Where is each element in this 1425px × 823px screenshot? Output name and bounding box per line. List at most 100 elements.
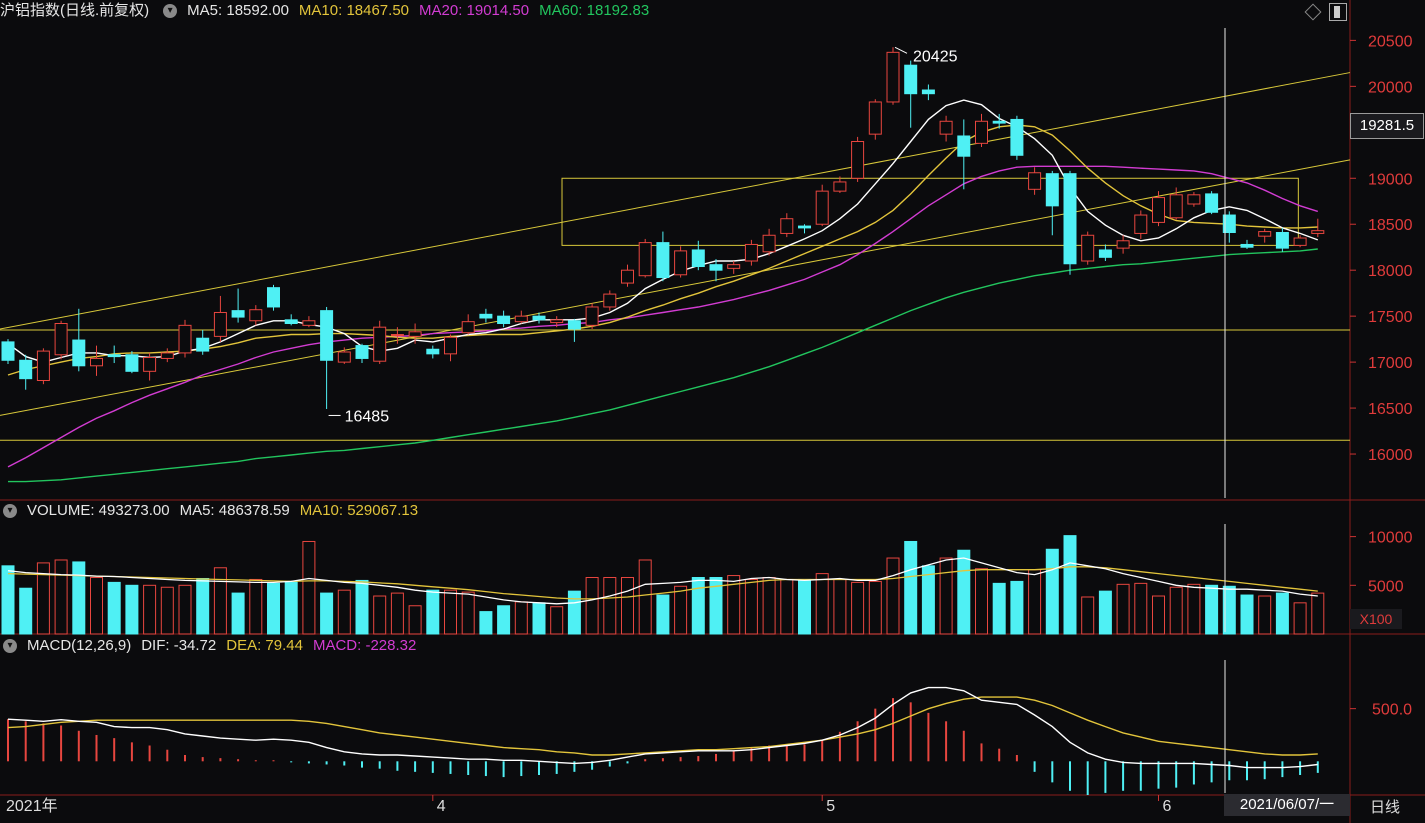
candle-body	[1010, 118, 1024, 156]
panel-toggle-icon[interactable]	[1329, 3, 1347, 21]
x-axis-label: 4	[437, 798, 446, 815]
volume-bar	[886, 557, 900, 635]
candle-body	[54, 323, 68, 356]
volume-bar	[674, 585, 688, 635]
volume-bar	[744, 578, 758, 635]
candle-body	[1293, 237, 1307, 246]
ma60-line	[8, 248, 1318, 483]
volume-bar	[90, 577, 103, 635]
candle-body	[1028, 172, 1042, 190]
candle-body	[638, 242, 652, 277]
candle-body	[1258, 231, 1272, 237]
volume-bar	[567, 590, 581, 635]
macd-tick-label: 500.0	[1372, 702, 1412, 719]
candle-body	[744, 243, 758, 262]
candle-body	[585, 306, 599, 326]
candle-body	[815, 190, 829, 225]
candle-body	[1311, 230, 1325, 234]
volume-bar	[1081, 596, 1095, 635]
candle-body	[355, 345, 369, 359]
macd-title: MACD(12,26,9)	[27, 637, 132, 654]
diamond-icon[interactable]	[1304, 3, 1322, 21]
volume-bar	[957, 549, 971, 635]
volume-bar	[514, 601, 528, 635]
candle-body	[550, 319, 564, 324]
volume-ma10-value: MA10: 529067.13	[299, 502, 419, 519]
volume-bar	[1063, 535, 1077, 635]
volume-bar	[1205, 584, 1219, 635]
candle-body	[567, 320, 581, 330]
volume-bar	[355, 579, 369, 635]
chevron-down-icon[interactable]: ▾	[163, 4, 178, 19]
candle-body	[72, 339, 86, 367]
ma5-value: MA5: 18592.00	[187, 2, 289, 19]
volume-bar	[603, 577, 617, 635]
volume-bar	[1, 565, 15, 635]
dea-value: DEA: 79.44	[226, 637, 303, 654]
candle-body	[762, 234, 776, 253]
volume-bar	[656, 594, 670, 635]
volume-bar	[267, 582, 280, 635]
chevron-down-icon[interactable]: ▾	[3, 504, 17, 519]
candle-body	[780, 218, 794, 234]
candle-body	[90, 357, 103, 367]
price-tick-label: 18000	[1368, 263, 1413, 280]
chevron-down-icon[interactable]: ▾	[3, 639, 17, 654]
candle-body	[656, 242, 670, 279]
volume-bar	[284, 580, 298, 635]
volume-tick-label: 5000	[1368, 578, 1404, 595]
candle-body	[851, 141, 865, 179]
consolidation-box	[561, 177, 1299, 246]
candle-body	[939, 120, 953, 135]
candle-body	[1222, 214, 1236, 234]
volume-bar	[638, 559, 652, 635]
candle-body	[373, 326, 387, 362]
volume-bar	[1010, 580, 1024, 635]
candle-body	[833, 181, 847, 192]
candle-body	[461, 321, 475, 334]
volume-bar	[621, 577, 634, 635]
candle-body	[1, 341, 15, 361]
volume-bar	[1311, 592, 1325, 635]
candle-body	[1134, 214, 1148, 234]
candle-body	[178, 324, 192, 354]
volume-bar	[107, 581, 121, 635]
ma5-line	[7, 99, 1319, 363]
candle-body	[1187, 194, 1201, 205]
high-annotation: 20425	[913, 48, 958, 65]
candle-body	[284, 319, 298, 325]
current-price-label: 19281.5	[1350, 113, 1424, 139]
volume-bar	[497, 605, 511, 635]
volume-bar	[975, 568, 988, 635]
candle-body	[196, 337, 210, 352]
low-annotation: 16485	[345, 408, 390, 425]
volume-bar	[1134, 582, 1148, 635]
price-tick-label: 16000	[1368, 447, 1413, 464]
period-label[interactable]: 日线	[1370, 799, 1401, 816]
price-tick-label: 17500	[1368, 309, 1413, 326]
candle-body	[1081, 234, 1095, 262]
candle-body	[337, 351, 351, 363]
ma60-value: MA60: 18192.83	[539, 2, 650, 19]
candle-body	[36, 350, 50, 382]
volume-bar	[532, 602, 546, 635]
toolbar-icons	[1304, 3, 1347, 21]
candle-body	[957, 135, 971, 157]
volume-bar	[196, 577, 210, 635]
volume-tick-label: 10000	[1368, 530, 1413, 547]
volume-bar	[1045, 548, 1059, 635]
volume-bar	[550, 606, 564, 635]
volume-bar	[1116, 583, 1130, 635]
main-header: 沪铝指数(日线.前复权) ▾ MA5: 18592.00 MA10: 18467.50…	[0, 0, 659, 22]
volume-bar	[143, 584, 157, 635]
volume-ma5-line	[7, 557, 1318, 605]
candle-body	[19, 359, 33, 380]
candle-body	[674, 250, 688, 276]
candle-body	[1275, 232, 1289, 249]
candle-body	[727, 264, 741, 269]
chart-title: 沪铝指数(日线.前复权)	[0, 2, 150, 19]
candle-body	[886, 51, 900, 103]
volume-bar	[833, 578, 847, 635]
volume-bar	[479, 611, 493, 635]
